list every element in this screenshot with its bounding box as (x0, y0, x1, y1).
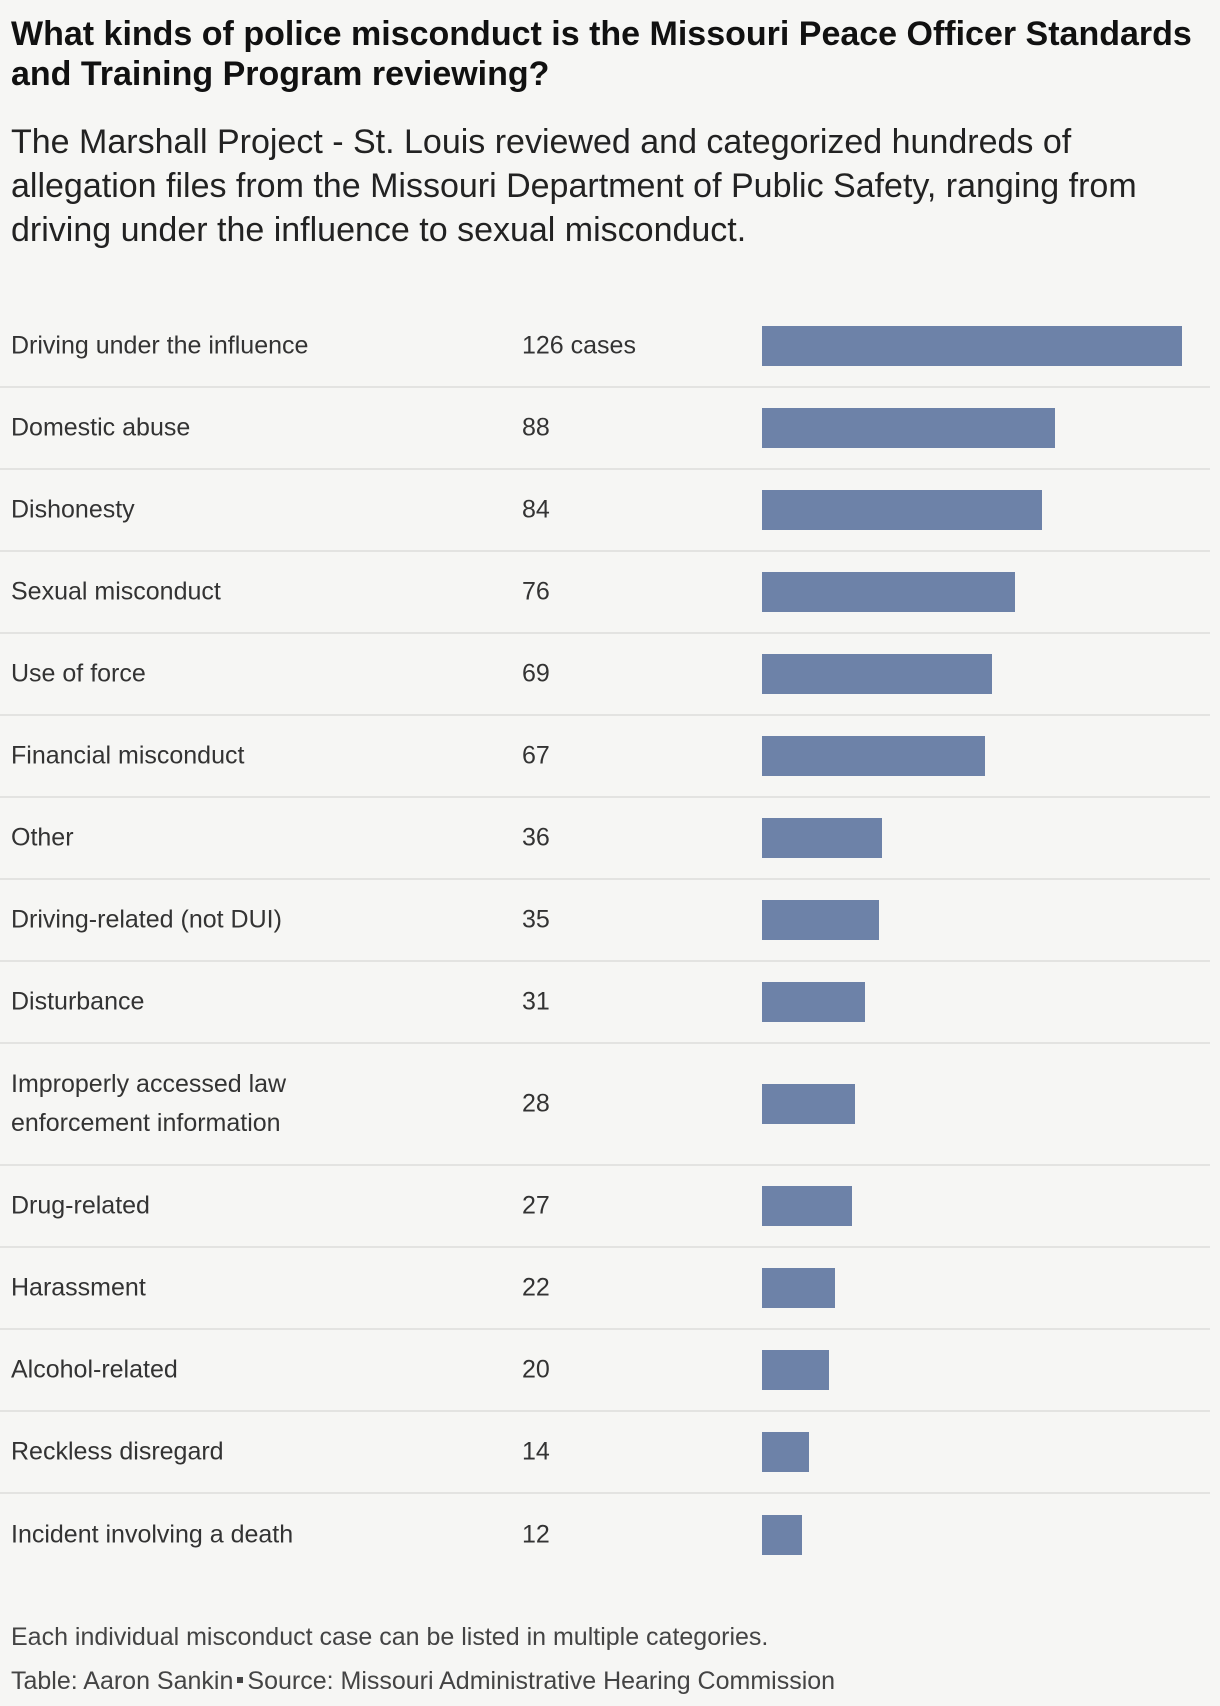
separator-square-icon (237, 1677, 244, 1684)
footnote: Each individual misconduct case can be l… (11, 1623, 769, 1651)
category-label: Financial misconduct (11, 741, 245, 770)
table-row: Sexual misconduct 76 (0, 552, 1210, 634)
category-label: Other (11, 823, 74, 852)
table-row: Domestic abuse 88 (0, 388, 1210, 470)
credit-line: Table: Aaron Sankin Source: Missouri Admi… (11, 1663, 1211, 1699)
bar (762, 982, 866, 1022)
category-label: Driving under the influence (11, 331, 309, 360)
table-row: Dishonesty 84 (0, 470, 1210, 552)
value-label: 14 (522, 1437, 550, 1466)
value-label: 20 (522, 1355, 550, 1384)
bar (762, 490, 1042, 530)
bar (762, 1268, 836, 1308)
bar (762, 900, 879, 940)
value-label: 35 (522, 905, 550, 934)
category-label: Use of force (11, 659, 146, 688)
category-label: Sexual misconduct (11, 577, 221, 606)
value-label: 126 cases (522, 331, 636, 360)
category-label: Incident involving a death (11, 1520, 294, 1549)
value-label: 69 (522, 659, 550, 688)
value-label: 36 (522, 823, 550, 852)
value-label: 76 (522, 577, 550, 606)
table-row: Use of force 69 (0, 634, 1210, 716)
bar (762, 326, 1182, 366)
category-label: Drug-related (11, 1191, 150, 1220)
value-label: 67 (522, 741, 550, 770)
table-credit: Table: Aaron Sankin (11, 1667, 234, 1695)
category-label: Improperly accessed law enforcement info… (11, 1070, 287, 1137)
bar (762, 1186, 852, 1226)
table-row: Alcohol-related 20 (0, 1330, 1210, 1412)
table-row: Harassment 22 (0, 1248, 1210, 1330)
value-label: 84 (522, 495, 550, 524)
bar (762, 736, 986, 776)
value-label: 12 (522, 1520, 550, 1549)
table-row: Driving-related (not DUI) 35 (0, 880, 1210, 962)
bar (762, 818, 882, 858)
chart-title: What kinds of police misconduct is the M… (11, 15, 1192, 93)
table-row: Improperly accessed law enforcement info… (0, 1044, 1210, 1166)
chart-subtitle: The Marshall Project - St. Louis reviewe… (11, 123, 1137, 249)
category-label: Alcohol-related (11, 1355, 178, 1384)
category-label: Driving-related (not DUI) (11, 905, 282, 934)
bar (762, 408, 1056, 448)
bar (762, 1350, 829, 1390)
category-label: Reckless disregard (11, 1437, 224, 1466)
value-label: 27 (522, 1191, 550, 1220)
table-row: Financial misconduct 67 (0, 716, 1210, 798)
bar-table: Driving under the influence 126 cases Dome… (0, 306, 1220, 1576)
table-row: Disturbance 31 (0, 962, 1210, 1044)
source-credit: Source: Missouri Administrative Hearing … (247, 1667, 836, 1695)
value-label: 22 (522, 1273, 550, 1302)
bar (762, 1515, 802, 1555)
bar (762, 654, 992, 694)
value-label: 88 (522, 413, 550, 442)
chart-notes: Each individual misconduct case can be l… (11, 1619, 1211, 1706)
value-label: 31 (522, 987, 550, 1016)
table-row: Incident involving a death 12 (0, 1494, 1210, 1576)
category-label: Dishonesty (11, 495, 135, 524)
table-row: Drug-related 27 (0, 1166, 1210, 1248)
bar (762, 1432, 809, 1472)
bar (762, 572, 1016, 612)
category-label: Disturbance (11, 987, 145, 1016)
value-label: 28 (522, 1089, 550, 1118)
table-row: Reckless disregard 14 (0, 1412, 1210, 1494)
table-row: Driving under the influence 126 cases (0, 306, 1210, 388)
category-label: Harassment (11, 1273, 146, 1302)
category-label: Domestic abuse (11, 413, 191, 442)
table-row: Other 36 (0, 798, 1210, 880)
bar (762, 1084, 856, 1124)
